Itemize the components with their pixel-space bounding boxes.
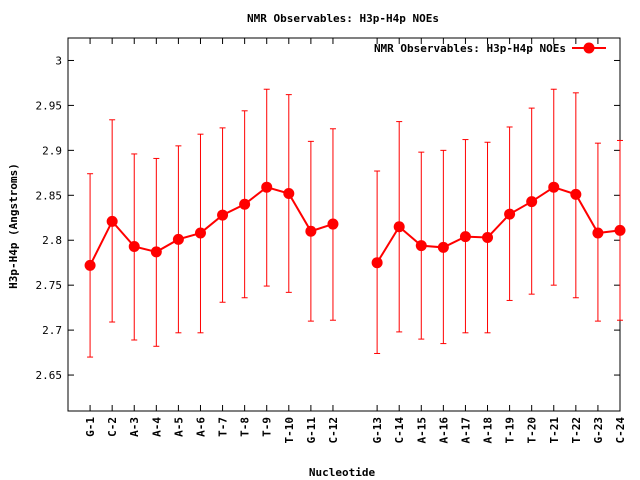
y-tick-label: 2.9 [42,144,62,157]
series-line [89,186,334,266]
data-point [84,259,96,271]
data-point [393,221,405,233]
x-tick-label: A-3 [128,417,141,437]
data-point [172,233,184,245]
y-tick-label: 2.85 [36,189,63,202]
x-axis-label: Nucleotide [309,466,376,479]
y-tick-label: 2.65 [36,369,63,382]
x-tick-label: A-18 [482,417,495,444]
data-point [459,231,471,243]
x-tick-label: T-9 [261,417,274,437]
x-tick-label: A-17 [459,417,472,444]
chart-title: NMR Observables: H3p-H4p NOEs [247,12,439,25]
x-tick-label: A-5 [172,417,185,437]
x-tick-label: C-24 [614,417,627,444]
x-tick-label: T-7 [217,417,230,437]
data-point [614,224,626,236]
data-point [504,208,516,220]
data-point [327,218,339,230]
data-point [482,232,494,244]
y-tick-label: 2.7 [42,324,62,337]
y-axis-ticks: 2.65 2.7 2.75 2.8 2.85 2.9 2.95 3 [36,54,620,382]
x-tick-label: C-12 [327,417,340,444]
data-point [128,241,140,253]
x-tick-label: T-8 [239,417,252,437]
data-point [283,187,295,199]
data-point [437,241,449,253]
x-tick-label: T-22 [570,417,583,444]
series-layer [84,88,626,358]
legend-marker-swatch [583,42,595,54]
x-tick-label: A-15 [415,417,428,444]
data-point [150,246,162,258]
data-point [217,209,229,221]
x-tick-label: T-10 [283,417,296,444]
data-point [548,181,560,193]
data-point [305,225,317,237]
x-tick-label: G-13 [371,417,384,444]
x-tick-label: G-1 [84,417,97,437]
x-tick-label: G-23 [592,417,605,444]
y-tick-label: 3 [55,54,62,67]
x-tick-label: T-20 [526,417,539,444]
y-tick-label: 2.8 [42,234,62,247]
legend: NMR Observables: H3p-H4p NOEs [374,42,606,55]
data-point [415,240,427,252]
data-point [106,215,118,227]
x-tick-label: A-16 [437,417,450,444]
legend-label: NMR Observables: H3p-H4p NOEs [374,42,566,55]
x-tick-label: C-2 [106,417,119,437]
series-line [376,186,621,264]
data-point [526,196,538,208]
x-tick-label: A-6 [194,417,207,437]
x-tick-label: T-19 [504,417,517,444]
x-axis-ticks: G-1 C-2 A-3 A-4 A-5 A-6 T-7 T-8 T-9 T-10 G-11 C-12 G… [84,38,627,444]
x-tick-label: G-11 [305,417,318,444]
x-tick-label: T-21 [548,417,561,444]
x-tick-label: C-14 [393,417,406,444]
data-point [570,188,582,200]
data-point [261,181,273,193]
data-point [371,257,383,269]
y-tick-label: 2.95 [36,99,63,112]
data-point [194,227,206,239]
plot-area-frame [67,37,621,412]
y-tick-label: 2.75 [36,279,63,292]
data-point [592,227,604,239]
data-point [239,198,251,210]
x-tick-label: A-4 [150,417,163,437]
y-axis-label: H3p-H4p (Angstroms) [7,163,20,289]
